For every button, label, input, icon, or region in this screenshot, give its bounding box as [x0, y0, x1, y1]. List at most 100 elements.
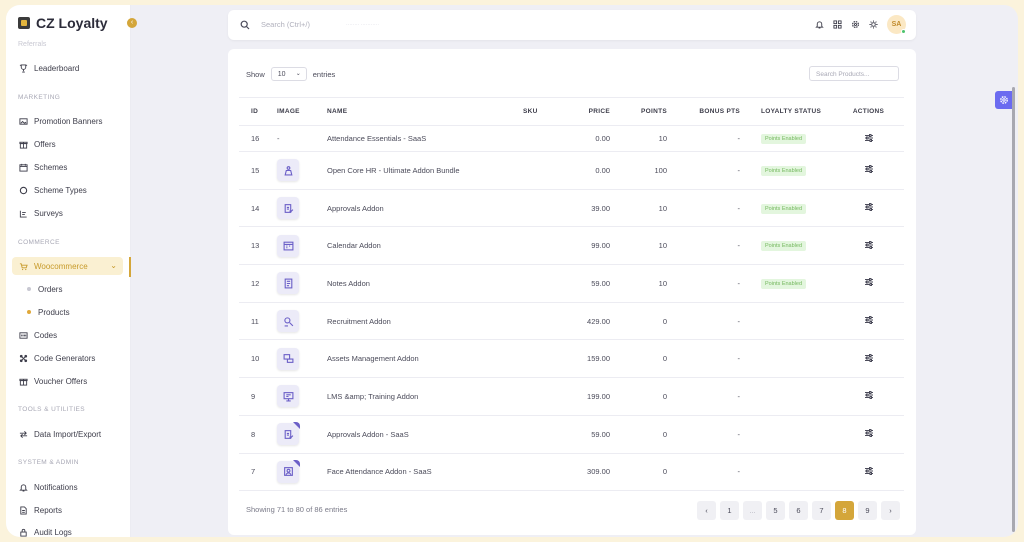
cell-id: 9: [239, 377, 277, 416]
cell-sku: [523, 377, 563, 416]
table-row[interactable]: 10 Assets Management Addon 159.00 0-: [239, 339, 904, 379]
sliders-icon[interactable]: [864, 133, 874, 143]
cell-name[interactable]: Assets Management Addon: [327, 339, 523, 379]
sidebar-item-voucher-offers[interactable]: Voucher Offers: [12, 372, 123, 390]
section-commerce: COMMERCE: [18, 239, 60, 246]
search-input[interactable]: Search (Ctrl+/): [261, 20, 310, 29]
page-button-9[interactable]: 9: [858, 501, 877, 520]
page-scrollbar[interactable]: [1012, 87, 1015, 532]
sidebar-item-surveys[interactable]: Surveys: [12, 204, 123, 222]
product-thumbnail[interactable]: [277, 234, 299, 257]
table-row[interactable]: 9 LMS &amp; Training Addon 199.00 0-: [239, 377, 904, 416]
sliders-icon[interactable]: [864, 315, 874, 325]
page-prev-button[interactable]: ‹: [697, 501, 716, 520]
product-thumbnail[interactable]: [277, 197, 299, 220]
sidebar-subitem-products[interactable]: Products: [12, 304, 123, 320]
sidebar-item-leaderboard[interactable]: Leaderboard: [12, 59, 123, 77]
cell-name[interactable]: Approvals Addon - SaaS: [327, 415, 523, 454]
page-button-6[interactable]: 6: [789, 501, 808, 520]
cell-image: [277, 453, 327, 492]
page-button-1[interactable]: 1: [720, 501, 739, 520]
sidebar-item-woocommerce[interactable]: Woocommerce ⌄: [12, 257, 123, 275]
sidebar-item-code-generators[interactable]: Code Generators: [12, 349, 123, 367]
cell-name[interactable]: Face Attendance Addon - SaaS: [327, 453, 523, 492]
page-button-7[interactable]: 7: [812, 501, 831, 520]
page-next-button[interactable]: ›: [881, 501, 900, 520]
table-row[interactable]: 12 Notes Addon 59.00 10- Points Enabled: [239, 264, 904, 303]
col-price[interactable]: PRICE: [563, 97, 610, 126]
cell-name[interactable]: Recruitment Addon: [327, 302, 523, 341]
brand[interactable]: CZ Loyalty: [18, 15, 108, 31]
col-bonus-pts[interactable]: BONUS PTS: [667, 97, 740, 126]
brand-name: CZ Loyalty: [36, 15, 108, 31]
sun-icon[interactable]: [869, 20, 878, 29]
table-row[interactable]: 15 Open Core HR - Ultimate Addon Bundle 0.…: [239, 151, 904, 190]
cell-actions: [833, 377, 904, 416]
product-thumbnail[interactable]: [277, 272, 299, 295]
page-button-8[interactable]: 8: [835, 501, 854, 520]
cell-name[interactable]: Open Core HR - Ultimate Addon Bundle: [327, 151, 523, 190]
product-thumbnail[interactable]: [277, 347, 299, 370]
col-name[interactable]: NAME: [327, 97, 523, 126]
cell-name[interactable]: Approvals Addon: [327, 189, 523, 228]
sidebar-item-reports[interactable]: Reports: [12, 501, 123, 519]
cell-name[interactable]: LMS &amp; Training Addon: [327, 377, 523, 416]
sliders-icon[interactable]: [864, 390, 874, 400]
assets-icon: [283, 354, 293, 364]
col-sku[interactable]: SKU: [523, 97, 563, 126]
page-size-select[interactable]: 10 ⌄: [270, 67, 307, 81]
notes-icon: [284, 278, 292, 289]
grid-icon[interactable]: [833, 20, 842, 29]
sidebar-subitem-orders[interactable]: Orders: [12, 281, 123, 297]
products-search-input[interactable]: Search Products...: [809, 66, 899, 81]
sidebar-item-promotion-banners[interactable]: Promotion Banners: [12, 112, 123, 130]
sliders-icon[interactable]: [864, 202, 874, 212]
table-row[interactable]: 11 Recruitment Addon 429.00 0-: [239, 302, 904, 341]
bell-icon[interactable]: [815, 20, 824, 29]
cell-name[interactable]: Calendar Addon: [327, 226, 523, 266]
sidebar-collapse-button[interactable]: ‹: [127, 18, 137, 28]
sidebar-item-label: Offers: [34, 139, 56, 149]
product-thumbnail[interactable]: [277, 385, 299, 408]
sliders-icon[interactable]: [864, 164, 874, 174]
sliders-icon[interactable]: [864, 428, 874, 438]
sidebar-item-codes[interactable]: Codes: [12, 326, 123, 344]
product-thumbnail[interactable]: [277, 159, 299, 182]
col-loyalty-status[interactable]: LOYALTY STATUS: [740, 97, 833, 126]
product-thumbnail[interactable]: [277, 310, 299, 333]
avatar[interactable]: SA: [887, 15, 906, 34]
table-row[interactable]: 8 Approvals Addon - SaaS 59.00 0-: [239, 415, 904, 454]
table-row[interactable]: 14 Approvals Addon 39.00 10- Points Enabled: [239, 189, 904, 228]
sidebar-item-schemes[interactable]: Schemes: [12, 158, 123, 176]
sliders-icon[interactable]: [864, 466, 874, 476]
sidebar: CZ Loyalty Referrals Leaderboard MARKETI…: [6, 5, 131, 537]
sidebar-item-audit-logs[interactable]: Audit Logs: [12, 523, 123, 537]
sliders-icon[interactable]: [864, 240, 874, 250]
sliders-icon[interactable]: [864, 353, 874, 363]
sidebar-item-scheme-types[interactable]: Scheme Types: [12, 181, 123, 199]
table-row[interactable]: 7 Face Attendance Addon - SaaS 309.00 0-: [239, 453, 904, 492]
sliders-icon[interactable]: [864, 277, 874, 287]
lock-icon: [20, 528, 27, 537]
sidebar-item-data-import-export[interactable]: Data Import/Export: [12, 425, 123, 443]
sidebar-item-notifications[interactable]: Notifications: [12, 478, 123, 496]
cell-points: 10: [610, 264, 667, 303]
cell-image: [277, 377, 327, 416]
gear-icon[interactable]: [851, 20, 860, 29]
table-row[interactable]: 13 Calendar Addon 99.00 10- Points Enabled: [239, 226, 904, 266]
page-button-5[interactable]: 5: [766, 501, 785, 520]
cell-sku: [523, 189, 563, 228]
sidebar-item-offers[interactable]: Offers: [12, 135, 123, 153]
col-points[interactable]: POINTS: [610, 97, 667, 126]
col-id[interactable]: ID: [239, 97, 277, 126]
cell-name[interactable]: Attendance Essentials - SaaS: [327, 125, 523, 152]
product-thumbnail[interactable]: [277, 422, 300, 446]
search-icon[interactable]: [240, 20, 250, 30]
arrows-icon: [19, 430, 28, 438]
table-row[interactable]: 16- Attendance Essentials - SaaS 0.00 10- Po…: [239, 125, 904, 152]
sidebar-item-referrals-faded[interactable]: Referrals: [18, 41, 47, 48]
product-thumbnail[interactable]: [277, 459, 300, 483]
cell-name[interactable]: Notes Addon: [327, 264, 523, 303]
calendar-icon: [283, 241, 293, 251]
customizer-button[interactable]: [995, 91, 1013, 109]
